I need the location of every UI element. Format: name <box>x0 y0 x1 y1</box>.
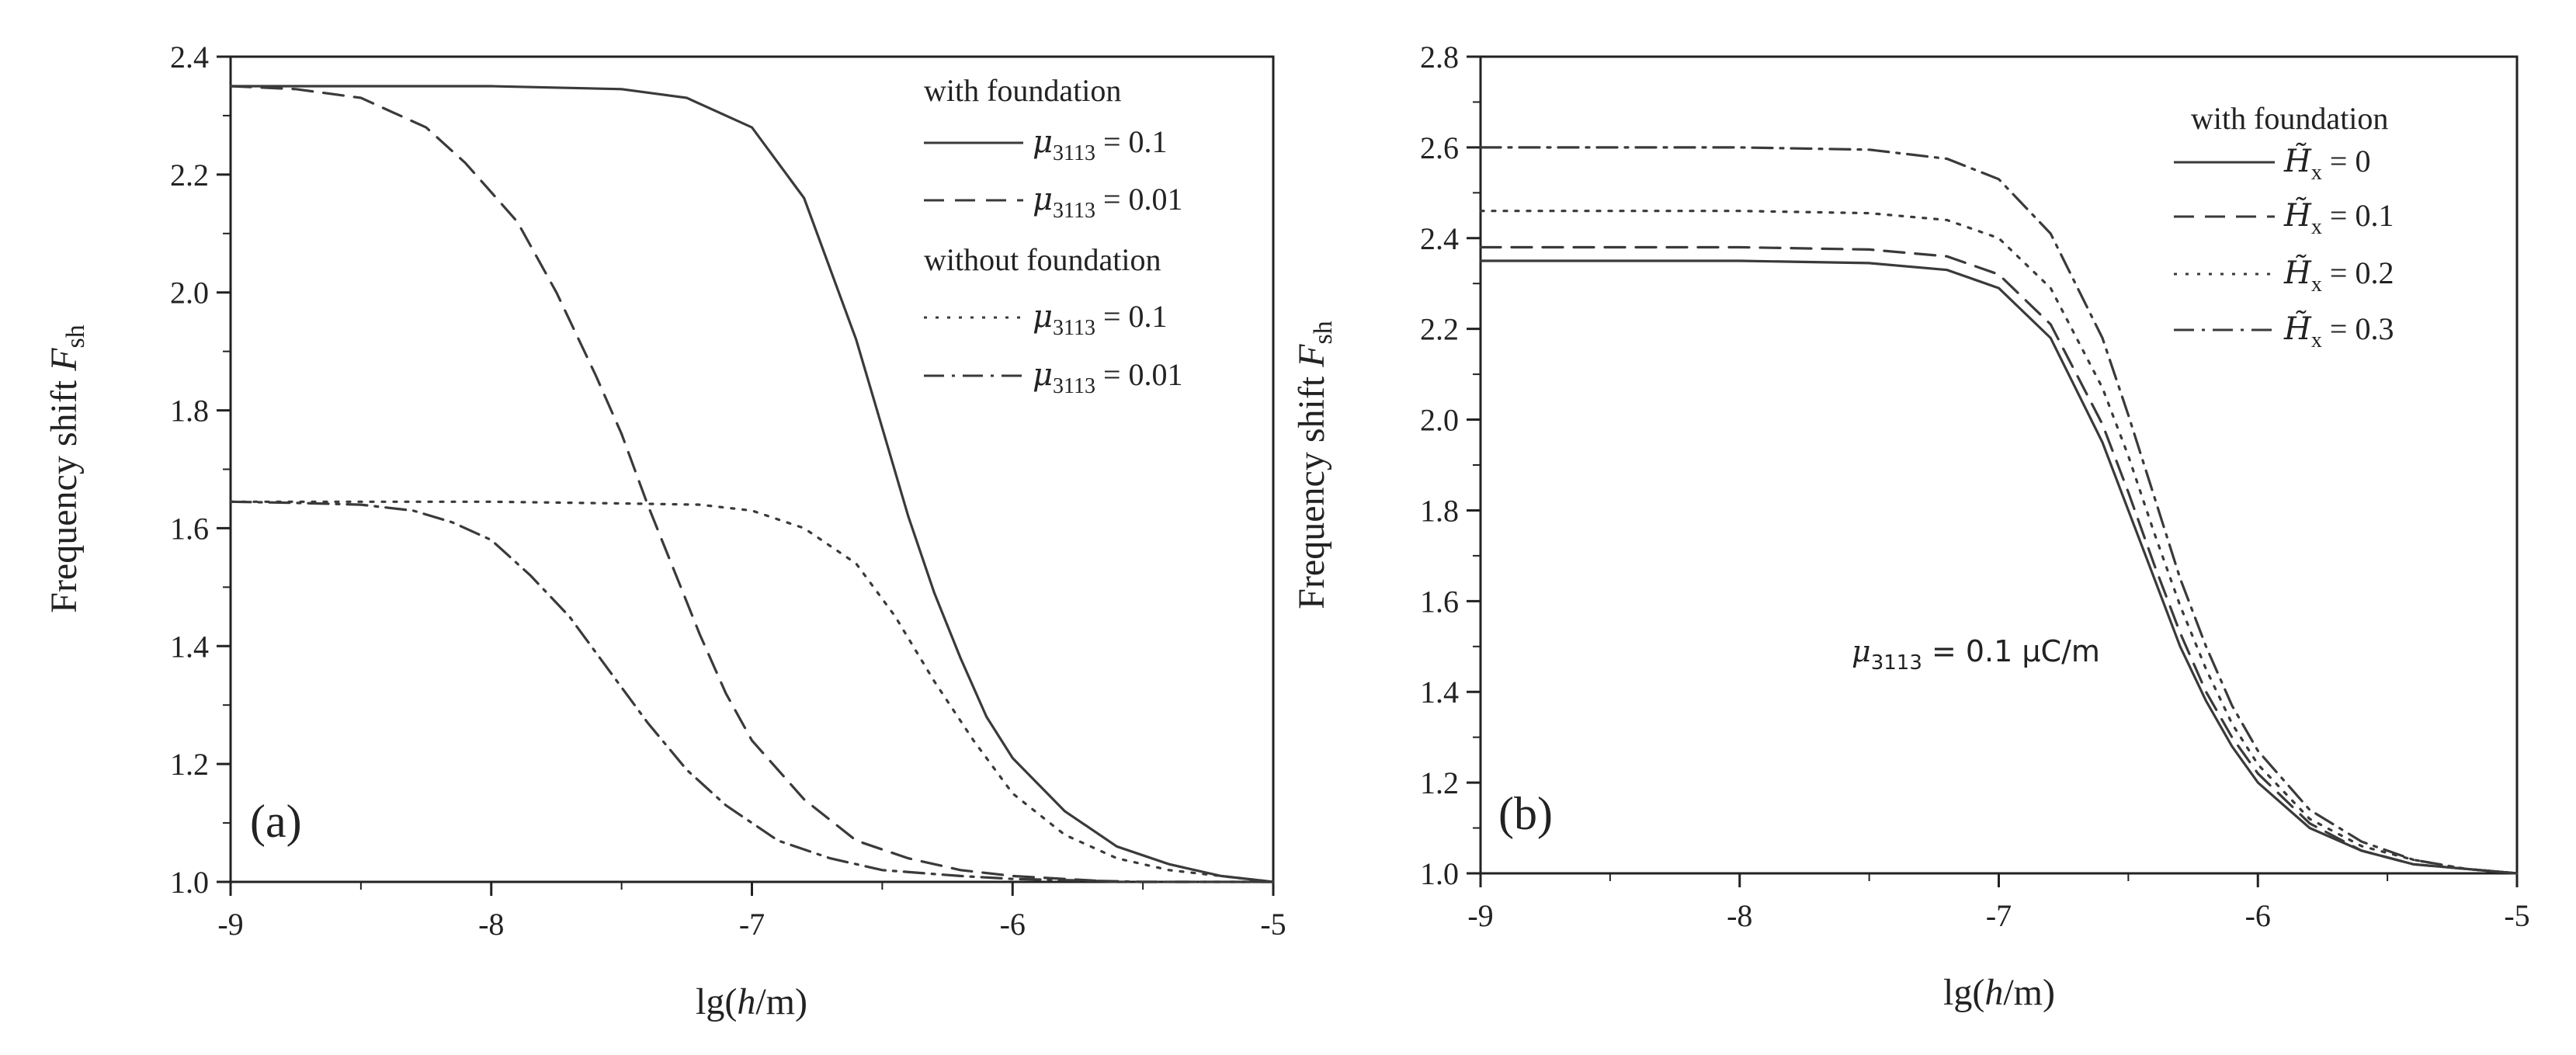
series-line-dotted <box>1479 210 2519 875</box>
y-tick-label: 1.8 <box>1420 493 1459 528</box>
series-line-dashed <box>1479 245 2519 875</box>
legend-title-without-foundation: without foundation <box>924 242 1161 277</box>
legend-item: μ3113 = 0.1 <box>924 124 1168 165</box>
legend-item: μ3113 = 0.01 <box>924 357 1183 398</box>
legend-item: H̃x = 0.1 <box>2174 197 2394 239</box>
legend-item: H̃x = 0.2 <box>2174 255 2394 297</box>
y-axis-title-a: Frequency shift Fsh <box>43 324 90 613</box>
legend-item: H̃x = 0 <box>2174 143 2370 185</box>
legend-item-label: μ3113 = 0.01 <box>1033 182 1183 223</box>
y-tick-label: 2.6 <box>1420 130 1459 165</box>
y-tick-label: 1.2 <box>1420 765 1459 800</box>
series-group-b <box>1479 146 2519 875</box>
y-tick-label: 2.0 <box>1420 403 1459 438</box>
series-line-solid <box>1479 259 2519 875</box>
y-tick-label: 1.4 <box>170 629 209 664</box>
legend-item-label: H̃x = 0.2 <box>2283 255 2394 297</box>
x-tick-label: -7 <box>1986 898 2012 933</box>
legend-item-label: H̃x = 0.3 <box>2283 311 2394 352</box>
x-tick-label: -8 <box>1727 898 1752 933</box>
x-tick-label: -9 <box>1467 898 1493 933</box>
y-tick-label: 2.2 <box>170 158 209 193</box>
y-tick-label: 1.4 <box>1420 675 1459 710</box>
annotation-mu-value: μ3113 = 0.1 μC/m <box>1852 634 2100 675</box>
series-line-dashed <box>229 85 1275 883</box>
x-tick-label: -7 <box>739 907 765 942</box>
panel-b: -9 -8 -7 -6 -5 1.0 1.2 1.4 1.6 1.8 2.0 2.2 2.4 2.6 2.8… <box>1291 40 2530 1013</box>
series-group-a <box>229 85 1275 883</box>
panel-label-a: (a) <box>250 796 302 847</box>
x-tick-label: -5 <box>2504 898 2529 933</box>
y-tick-label: 1.0 <box>1420 856 1459 891</box>
y-tick-label: 2.0 <box>170 276 209 311</box>
series-line-solid <box>229 85 1275 883</box>
panel-label-b: (b) <box>1498 788 1553 839</box>
x-axis-title-a: lg(h/m) <box>696 981 807 1022</box>
y-tick-label: 1.6 <box>1420 584 1459 619</box>
plot-frame-a <box>229 55 1275 883</box>
legend-title-with-foundation: with foundation <box>924 73 1121 108</box>
y-tick-label: 2.8 <box>1420 40 1459 75</box>
legend-title-with-foundation: with foundation <box>2191 101 2388 136</box>
x-tick-label: -6 <box>2245 898 2271 933</box>
panel-a: -9 -8 -7 -6 -5 1.0 1.2 1.4 1.6 1.8 2.0 2.2 2.4 (a) l… <box>43 40 1286 1022</box>
series-line-dashdot <box>1479 146 2519 875</box>
legend-item: H̃x = 0.3 <box>2174 311 2394 352</box>
series-line-dashdot <box>229 500 1275 883</box>
x-tick-label: -6 <box>1000 907 1026 942</box>
y-tick-label: 1.8 <box>170 394 209 429</box>
legend-item-label: H̃x = 0.1 <box>2283 197 2394 239</box>
y-tick-label: 1.2 <box>170 747 209 782</box>
x-tick-label: -5 <box>1260 907 1286 942</box>
x-tick-label: -8 <box>478 907 504 942</box>
x-tick-label: -9 <box>217 907 243 942</box>
y-axis-title-b: Frequency shift Fsh <box>1291 321 1338 609</box>
legend-item: μ3113 = 0.1 <box>924 299 1168 340</box>
legend-a: with foundation without foundation μ3113… <box>924 73 1183 398</box>
legend-b: with foundation H̃x = 0 H̃x = 0.1 H̃x = … <box>2174 101 2394 352</box>
series-line-dotted <box>229 500 1275 883</box>
y-tick-label: 2.2 <box>1420 312 1459 347</box>
legend-item-label: H̃x = 0 <box>2283 143 2370 185</box>
legend-item-label: μ3113 = 0.01 <box>1033 357 1183 398</box>
legend-item-label: μ3113 = 0.1 <box>1033 299 1168 340</box>
legend-item: μ3113 = 0.01 <box>924 182 1183 223</box>
y-tick-label: 1.0 <box>170 865 209 900</box>
legend-item-label: μ3113 = 0.1 <box>1033 124 1168 165</box>
y-tick-label: 2.4 <box>170 40 209 75</box>
y-tick-label: 2.4 <box>1420 221 1459 256</box>
x-axis-title-b: lg(h/m) <box>1943 972 2055 1013</box>
y-tick-label: 1.6 <box>170 511 209 546</box>
